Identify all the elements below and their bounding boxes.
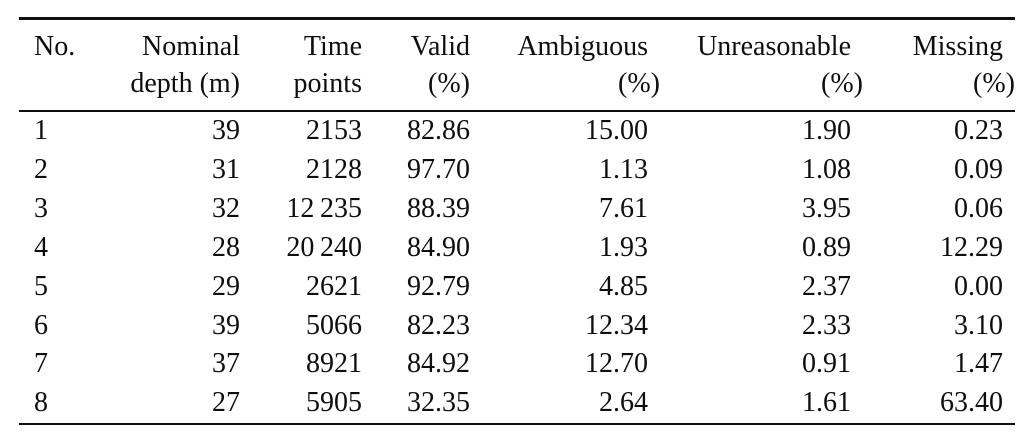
cell-unreasonable: 1.08	[802, 153, 851, 185]
column-header-nominal-depth-line1: Nominal	[142, 31, 240, 62]
cell-time-points: 2128	[306, 153, 362, 185]
column-header-unreasonable: Unreasonable (%)	[648, 19, 863, 112]
cell-ambiguous: 4.85	[599, 270, 648, 302]
cell-unreasonable: 1.90	[802, 115, 851, 146]
cell-valid: 84.92	[407, 348, 470, 380]
cell-unreasonable: 0.89	[802, 231, 851, 263]
cell-unreasonable: 2.37	[802, 270, 851, 302]
cell-valid: 84.90	[407, 231, 470, 263]
cell-nominal-depth: 28	[212, 231, 240, 263]
column-header-missing: Missing (%)	[851, 19, 1015, 112]
column-header-valid-line2: (%)	[428, 68, 470, 99]
cell-nominal-depth: 32	[212, 192, 240, 224]
cell-no: 3	[34, 192, 48, 224]
cell-ambiguous: 1.93	[599, 231, 648, 263]
column-header-missing-line1: Missing	[912, 31, 1003, 62]
cell-no: 8	[34, 387, 48, 419]
cell-ambiguous: 1.13	[599, 153, 648, 185]
column-header-unreasonable-line1: Unreasonable	[697, 31, 851, 62]
cell-ambiguous: 7.61	[599, 192, 648, 224]
cell-nominal-depth: 27	[212, 387, 240, 419]
cell-no: 6	[34, 309, 48, 341]
cell-unreasonable: 3.95	[802, 192, 851, 224]
cell-ambiguous: 12.34	[585, 309, 648, 341]
cell-valid: 82.23	[407, 309, 470, 341]
table-row: 7 37 8921 84.92 12.70 0.91 1.47	[19, 345, 1015, 384]
column-header-nominal-depth-line2: depth (m)	[130, 68, 240, 99]
cell-nominal-depth: 39	[212, 309, 240, 341]
cell-unreasonable: 0.91	[802, 348, 851, 380]
cell-ambiguous: 12.70	[585, 348, 648, 380]
cell-unreasonable: 2.33	[802, 309, 851, 341]
table-row: 4 28 20 240 84.90 1.93 0.89 12.29	[19, 229, 1015, 268]
cell-nominal-depth: 37	[212, 348, 240, 380]
cell-missing: 12.29	[940, 231, 1003, 263]
cell-time-points: 2153	[306, 115, 362, 146]
cell-missing: 0.09	[954, 153, 1003, 185]
cell-valid: 88.39	[407, 192, 470, 224]
cell-valid: 82.86	[407, 115, 470, 146]
cell-valid: 32.35	[407, 387, 470, 419]
cell-nominal-depth: 29	[212, 270, 240, 302]
table-row: 5 29 2621 92.79 4.85 2.37 0.00	[19, 268, 1015, 307]
column-header-time-points-line2: points	[293, 68, 362, 99]
column-header-unreasonable-line2: (%)	[821, 68, 863, 99]
column-header-ambiguous-line1: Ambiguous	[517, 31, 648, 62]
cell-time-points: 8921	[306, 348, 362, 380]
cell-no: 4	[34, 231, 48, 263]
cell-missing: 3.10	[954, 309, 1003, 341]
cell-no: 7	[34, 348, 48, 380]
cell-nominal-depth: 39	[212, 115, 240, 146]
column-header-nominal-depth: Nominal depth (m)	[109, 19, 240, 112]
cell-missing: 0.23	[954, 115, 1003, 146]
cell-no: 1	[34, 115, 48, 146]
column-header-missing-line2: (%)	[973, 68, 1015, 99]
cell-no: 5	[34, 270, 48, 302]
table-row: 6 39 5066 82.23 12.34 2.33 3.10	[19, 307, 1015, 346]
header-row: No. Nominal depth (m) Time points Valid …	[19, 19, 1015, 112]
table-row: 8 27 5905 32.35 2.64 1.61 63.40	[19, 384, 1015, 424]
column-header-no-line1: No.	[34, 31, 76, 62]
table-row: 3 32 12 235 88.39 7.61 3.95 0.06	[19, 190, 1015, 229]
cell-missing: 1.47	[954, 348, 1003, 380]
column-header-time-points: Time points	[240, 19, 362, 112]
cell-missing: 63.40	[940, 387, 1003, 419]
cell-time-points: 2621	[306, 270, 362, 302]
table-row: 1 39 2153 82.86 15.00 1.90 0.23	[19, 111, 1015, 151]
column-header-no: No.	[19, 19, 109, 112]
cell-valid: 97.70	[407, 153, 470, 185]
column-header-valid: Valid (%)	[362, 19, 470, 112]
column-header-time-points-line1: Time	[303, 31, 362, 62]
cell-time-points: 5905	[306, 387, 362, 419]
column-header-ambiguous-line2: (%)	[618, 68, 660, 99]
cell-ambiguous: 2.64	[599, 387, 648, 419]
cell-ambiguous: 15.00	[585, 115, 648, 146]
cell-time-points: 20 240	[286, 231, 362, 263]
cell-unreasonable: 1.61	[802, 387, 851, 419]
cell-time-points: 5066	[306, 309, 362, 341]
table-row: 2 31 2128 97.70 1.13 1.08 0.09	[19, 151, 1015, 190]
cell-no: 2	[34, 153, 48, 185]
column-header-valid-line1: Valid	[410, 31, 470, 62]
column-header-ambiguous: Ambiguous (%)	[470, 19, 660, 112]
cell-time-points: 12 235	[286, 192, 362, 224]
cell-valid: 92.79	[407, 270, 470, 302]
data-quality-table: No. Nominal depth (m) Time points Valid …	[19, 17, 1015, 426]
cell-nominal-depth: 31	[212, 153, 240, 185]
cell-missing: 0.00	[954, 270, 1003, 302]
cell-missing: 0.06	[954, 192, 1003, 224]
